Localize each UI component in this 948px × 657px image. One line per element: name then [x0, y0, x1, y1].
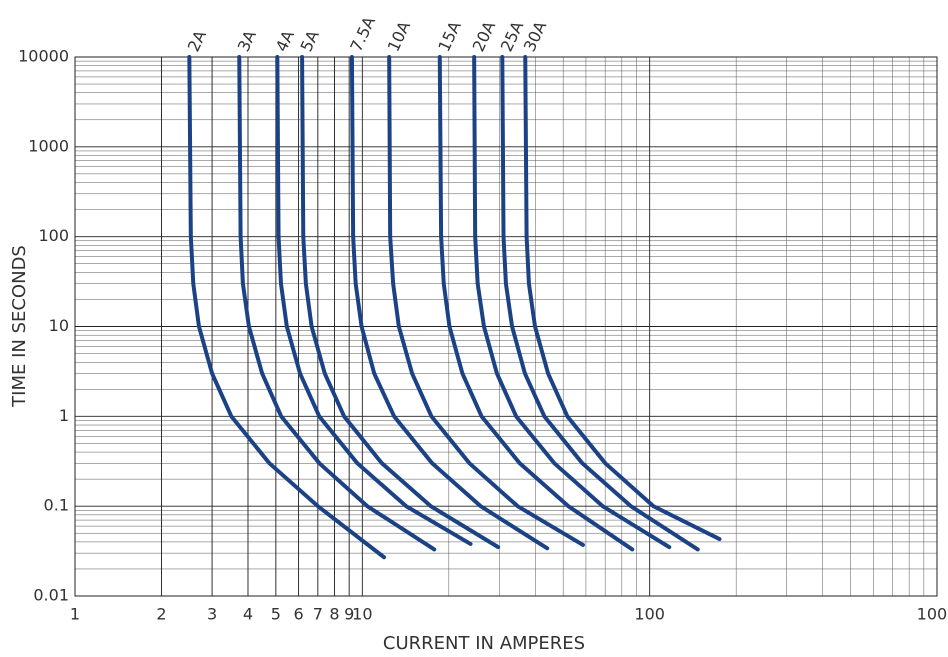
curve-label: 3A — [234, 27, 260, 54]
curve — [187, 55, 387, 560]
curve-label: 15A — [434, 18, 464, 54]
plot-frame — [74, 56, 938, 597]
x-tick-label: 2 — [156, 605, 166, 624]
curve — [237, 55, 437, 552]
curve-label: 7.5A — [346, 14, 379, 55]
y-tick-label: 0.01 — [33, 586, 69, 605]
x-axis-label: CURRENT IN AMPERES — [383, 633, 585, 654]
curve-label: 5A — [297, 27, 323, 54]
y-tick-label: 10 — [49, 316, 69, 335]
x-tick-label: 10 — [352, 605, 372, 624]
curve-label: 30A — [520, 18, 550, 54]
curve — [349, 55, 550, 551]
curve-label: 25A — [497, 18, 527, 54]
curve-label: 20A — [469, 18, 499, 54]
x-tick-label: 100 — [634, 605, 665, 624]
curve — [500, 55, 700, 552]
y-axis-label: TIME IN SECONDS — [9, 245, 30, 408]
x-tick-label: 9 — [344, 605, 354, 624]
curve — [523, 55, 722, 542]
y-tick-label: 100 — [38, 226, 69, 245]
x-tick-label: 8 — [329, 605, 339, 624]
x-tick-label: 7 — [313, 605, 323, 624]
y-tick-label: 1 — [59, 406, 69, 425]
x-tick-label: 1000 — [917, 605, 948, 624]
x-tick-label: 1 — [70, 605, 80, 624]
y-tick-label: 10000 — [18, 47, 69, 66]
curve-label: 4A — [272, 27, 298, 54]
curve — [437, 55, 635, 552]
x-tick-label: 6 — [293, 605, 303, 624]
curve — [275, 55, 473, 546]
y-tick-label: 0.1 — [44, 496, 69, 515]
curve — [472, 55, 672, 550]
curve-label: 10A — [384, 18, 414, 54]
x-tick-label: 4 — [243, 605, 253, 624]
y-tick-label: 1000 — [28, 136, 69, 155]
curve — [300, 55, 501, 550]
curve-label: 2A — [184, 27, 210, 54]
x-tick-label: 3 — [207, 605, 217, 624]
curve — [387, 55, 585, 547]
x-tick-label: 5 — [271, 605, 281, 624]
